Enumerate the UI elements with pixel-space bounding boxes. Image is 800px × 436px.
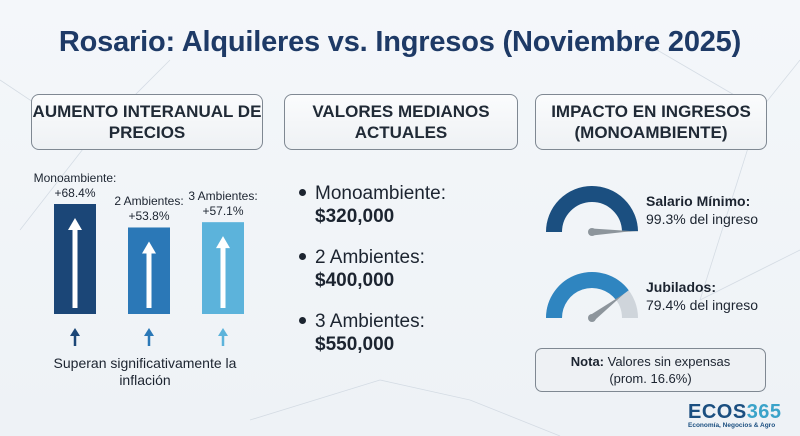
brand-logo: ECOS365 Economía, Negocios & Agro: [688, 402, 782, 430]
bar-value-label: +53.8%: [128, 209, 170, 224]
gauge-value-text: 79.4% del ingreso: [646, 297, 759, 313]
gauge-fill: [546, 186, 638, 233]
page-title: Rosario: Alquileres vs. Ingresos (Noviem…: [58, 26, 742, 58]
logo-number: 365: [746, 401, 782, 423]
panel-price-increase: Aumento interanual de precios: [31, 94, 263, 150]
small-arrow-head-icon: [144, 328, 154, 336]
note-label: Nota:: [570, 354, 604, 369]
list-item: Monoambiente: $320,000: [298, 182, 508, 228]
panel-median-values: Valores medianos actuales: [284, 94, 518, 150]
bullet-icon: [299, 253, 306, 260]
gauge-title: Salario Mínimo:: [646, 193, 751, 209]
panel-income-impact: Impacto en ingresos (monoambiente): [535, 94, 767, 150]
bar-label-3: 3 Ambientes: +57.1%: [173, 189, 273, 219]
bar-label-1: Monoambiente: +68.4%: [25, 171, 125, 201]
bar-category: 2 Ambientes:: [114, 194, 184, 209]
arrow-head-icon: [68, 218, 82, 230]
median-values-list: Monoambiente: $320,000 2 Ambientes: $400…: [298, 182, 508, 374]
gauge-label-jubilados: Jubilados: 79.4% del ingreso: [646, 278, 758, 314]
panel-header-income-impact: Impacto en ingresos (monoambiente): [535, 94, 767, 150]
small-arrow-head-icon: [218, 328, 228, 336]
gauge-label-salario: Salario Mínimo: 99.3% del ingreso: [646, 192, 758, 228]
panel-header-median-values: Valores medianos actuales: [284, 94, 518, 150]
bullet-icon: [299, 317, 306, 324]
arrow-head-icon: [216, 236, 230, 249]
logo-text: ECOS: [688, 401, 747, 423]
gauge-hub: [588, 314, 596, 322]
small-arrow-head-icon: [70, 328, 80, 336]
note-box: Nota: Valores sin expensas (prom. 16.6%): [535, 348, 766, 392]
logo-tagline: Economía, Negocios & Agro: [688, 422, 776, 429]
unit-type: 2 Ambientes:: [315, 247, 425, 268]
gauge-hub: [588, 228, 596, 236]
gauge-value-text: 99.3% del ingreso: [646, 211, 759, 227]
bar-category: 3 Ambientes:: [188, 189, 258, 204]
chart-footnote: Superan significativamente la inflación: [53, 355, 237, 388]
unit-price: $550,000: [315, 334, 395, 355]
unit-type: Monoambiente:: [315, 183, 446, 204]
unit-type: 3 Ambientes:: [315, 311, 425, 332]
bullet-icon: [299, 189, 306, 196]
bar-category: Monoambiente:: [33, 171, 117, 185]
panel-header-text: Impacto en ingresos (monoambiente): [551, 102, 751, 142]
unit-price: $320,000: [315, 206, 395, 227]
panel-header-price-increase: Aumento interanual de precios: [31, 94, 263, 150]
bar-label-2: 2 Ambientes: +53.8%: [99, 194, 199, 224]
bar-value-label: +57.1%: [202, 204, 244, 219]
note-text: Valores sin expensas: [604, 354, 731, 369]
gauge-needle-icon: [591, 228, 632, 236]
gauge-title: Jubilados:: [646, 279, 717, 295]
gauge-fill: [546, 272, 629, 319]
unit-price: $400,000: [315, 270, 395, 291]
list-item: 2 Ambientes: $400,000: [298, 246, 508, 292]
gauge-needle-icon: [589, 293, 624, 321]
note-line2: (prom. 16.6%): [609, 371, 692, 386]
panel-header-text: Aumento interanual de precios: [32, 102, 262, 142]
arrow-head-icon: [142, 241, 156, 254]
panel-header-text: Valores medianos actuales: [312, 102, 490, 142]
bar-value-label: +68.4%: [54, 186, 96, 200]
list-item: 3 Ambientes: $550,000: [298, 310, 508, 356]
